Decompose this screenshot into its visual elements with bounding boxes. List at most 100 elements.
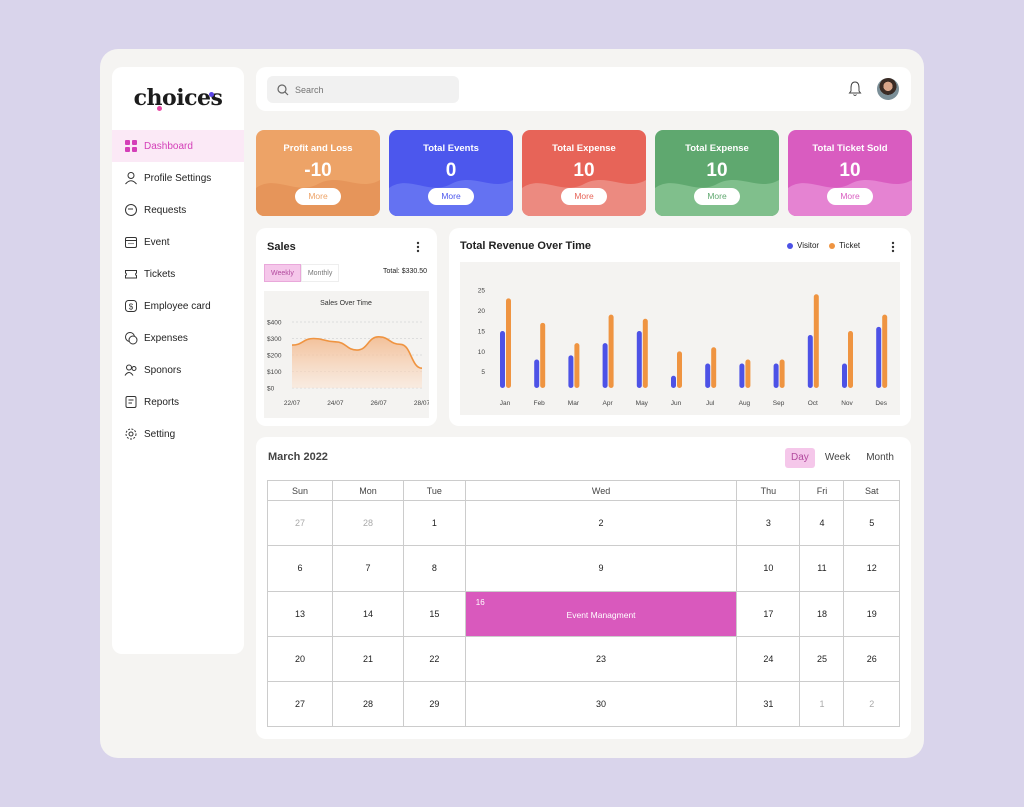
more-button[interactable]: More: [428, 188, 474, 205]
sales-y-tick: $400: [267, 320, 282, 327]
calendar-week-row: 27 28 29 30 31 1 2: [266, 681, 900, 728]
calendar-day[interactable]: 6: [266, 545, 334, 592]
sidebar-item-event[interactable]: Event: [112, 226, 244, 258]
sales-chart-title: Sales Over Time: [320, 300, 372, 307]
calendar-day[interactable]: 3: [736, 499, 801, 547]
calendar-day[interactable]: 2: [843, 681, 900, 728]
calendar-day[interactable]: 28: [332, 499, 404, 547]
calendar-icon: [124, 235, 138, 249]
stat-card: Profit and Loss -10 More: [256, 130, 380, 216]
sidebar-item-label: Profile Settings: [144, 172, 212, 184]
calendar-day[interactable]: 9: [464, 545, 738, 592]
calendar-day[interactable]: 1: [799, 681, 845, 728]
event-label[interactable]: Event Managment: [566, 610, 636, 621]
revenue-y-tick: 10: [478, 349, 486, 356]
calendar-day[interactable]: 15: [402, 590, 466, 637]
revenue-x-tick: Jan: [500, 400, 511, 407]
sidebar-item-expenses[interactable]: Expenses: [112, 322, 244, 354]
sidebar-item-label: Employee card: [144, 300, 211, 312]
stat-card: Total Events 0 More: [389, 130, 513, 216]
revenue-x-tick: Apr: [603, 400, 614, 407]
brand-logo[interactable]: choices: [133, 85, 223, 111]
calendar-day[interactable]: 1: [402, 499, 466, 547]
chat-bubble-icon: [124, 203, 138, 217]
coins-icon: [124, 331, 138, 345]
calendar-day[interactable]: 10: [736, 545, 801, 592]
calendar-day[interactable]: 12: [843, 545, 900, 592]
calendar-week-row: 27 28 1 2 3 4 5: [266, 499, 900, 547]
more-button[interactable]: More: [827, 188, 873, 205]
kebab-menu-icon[interactable]: [891, 241, 895, 253]
calendar-day[interactable]: 21: [332, 635, 404, 683]
revenue-x-tick: Nov: [841, 400, 853, 407]
search-box[interactable]: [267, 76, 459, 103]
sidebar-item-employee-card[interactable]: $ Employee card: [112, 290, 244, 322]
calendar-week-row: 13 14 15 16 Event Managment 17 18 19: [266, 590, 900, 637]
calendar-day[interactable]: 20: [266, 635, 334, 683]
bell-icon[interactable]: [847, 80, 863, 98]
revenue-bar-ticket: [574, 343, 580, 388]
sidebar-item-tickets[interactable]: Tickets: [112, 258, 244, 290]
calendar-day[interactable]: 25: [799, 635, 845, 683]
more-button[interactable]: More: [561, 188, 607, 205]
calendar-day[interactable]: 8: [402, 545, 466, 592]
calendar-day[interactable]: 24: [736, 635, 801, 683]
svg-text:$: $: [129, 303, 134, 312]
revenue-bar-ticket: [745, 359, 751, 388]
calendar-day[interactable]: 28: [332, 681, 404, 728]
calendar-day[interactable]: 18: [799, 590, 845, 637]
avatar[interactable]: [877, 78, 899, 100]
weekday-header: Wed: [464, 480, 738, 501]
sidebar-item-label: Tickets: [144, 268, 176, 280]
calendar-day[interactable]: 14: [332, 590, 404, 637]
calendar-day[interactable]: 26: [843, 635, 900, 683]
calendar-day[interactable]: 29: [402, 681, 466, 728]
sidebar-item-label: Setting: [144, 428, 176, 440]
revenue-x-tick: Aug: [739, 400, 751, 407]
sidebar-item-dashboard[interactable]: Dashboard: [112, 130, 244, 162]
sales-total: Total: $330.50: [383, 268, 427, 275]
calendar-day[interactable]: 5: [843, 499, 900, 547]
view-month[interactable]: Month: [866, 452, 894, 463]
more-button[interactable]: More: [694, 188, 740, 205]
search-input[interactable]: [295, 84, 445, 95]
kebab-menu-icon[interactable]: [416, 241, 420, 253]
revenue-legend: Visitor Ticket: [787, 241, 860, 250]
calendar-day[interactable]: 30: [464, 681, 738, 728]
sidebar-item-setting[interactable]: Setting: [112, 418, 244, 450]
sidebar-item-profile-settings[interactable]: Profile Settings: [112, 162, 244, 194]
revenue-bar-visitor: [842, 363, 847, 388]
calendar-day[interactable]: 2: [464, 499, 738, 547]
tab-weekly[interactable]: Weekly: [264, 264, 301, 282]
revenue-bar-visitor: [773, 363, 779, 388]
calendar-day[interactable]: 11: [799, 545, 845, 592]
view-week[interactable]: Week: [824, 452, 851, 463]
sales-y-tick: $200: [267, 353, 282, 360]
sidebar-item-sponors[interactable]: Sponors: [112, 354, 244, 386]
calendar-day[interactable]: 4: [799, 499, 845, 547]
revenue-x-tick: Des: [875, 400, 887, 407]
gear-icon: [124, 427, 138, 441]
more-button[interactable]: More: [295, 188, 341, 205]
sales-y-tick: $0: [267, 386, 275, 393]
ticket-icon: [124, 267, 138, 281]
calendar-day[interactable]: 27: [266, 681, 334, 728]
calendar-day[interactable]: 23: [464, 635, 738, 683]
calendar-day-event[interactable]: 16 Event Managment: [464, 590, 738, 637]
calendar-day[interactable]: 7: [332, 545, 404, 592]
sidebar-item-requests[interactable]: Requests: [112, 194, 244, 226]
calendar-day[interactable]: 19: [843, 590, 900, 637]
stat-card-value: 10: [706, 160, 728, 181]
calendar-day[interactable]: 22: [402, 635, 466, 683]
revenue-bar-ticket: [540, 322, 546, 388]
calendar-day[interactable]: 17: [736, 590, 801, 637]
logo-dot-purple: [209, 92, 214, 97]
calendar-day[interactable]: 13: [266, 590, 334, 637]
calendar-day[interactable]: 31: [736, 681, 801, 728]
calendar-day[interactable]: 27: [266, 499, 334, 547]
revenue-bar-visitor: [568, 355, 574, 388]
view-day[interactable]: Day: [785, 448, 815, 468]
tab-monthly[interactable]: Monthly: [300, 264, 340, 282]
sales-x-tick: 22/07: [284, 400, 301, 407]
sidebar-item-reports[interactable]: Reports: [112, 386, 244, 418]
